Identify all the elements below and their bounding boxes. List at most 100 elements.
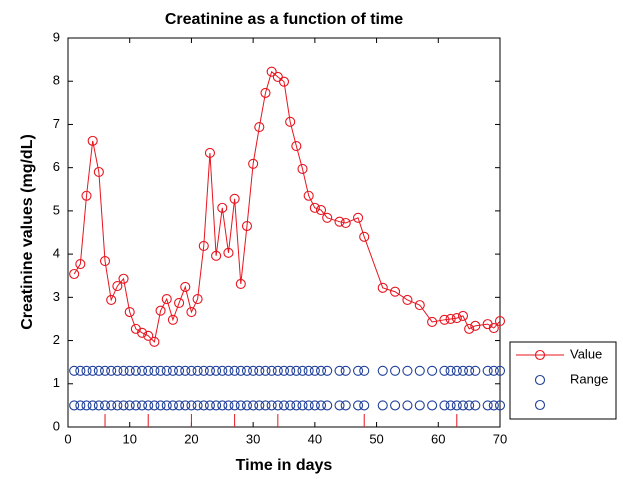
legend-marker — [534, 349, 546, 361]
data-point — [229, 193, 240, 204]
data-point — [241, 365, 253, 376]
legend-label: Range — [570, 371, 608, 386]
y-axis-label: Creatinine values (mg/dL) — [19, 134, 36, 330]
data-point — [99, 400, 111, 411]
data-point — [130, 365, 141, 376]
data-point — [303, 190, 314, 201]
data-point — [390, 365, 401, 376]
x-axis-label: Time in days — [236, 457, 333, 474]
data-point — [130, 400, 141, 411]
data-point — [198, 365, 209, 376]
data-point — [266, 66, 277, 77]
data-point — [377, 400, 388, 411]
data-point — [87, 135, 98, 146]
data-point — [167, 400, 178, 411]
data-point — [167, 314, 178, 325]
data-point — [303, 400, 314, 411]
data-point — [155, 400, 166, 411]
data-point — [254, 121, 265, 133]
data-point — [297, 163, 308, 175]
data-point — [303, 365, 314, 376]
data-point — [353, 400, 364, 411]
data-point — [211, 365, 222, 376]
y-tick-label: 2 — [53, 332, 60, 347]
data-point — [204, 147, 215, 159]
data-point — [192, 365, 203, 376]
data-point — [161, 365, 172, 376]
legend-marker — [534, 374, 546, 386]
data-point — [297, 400, 308, 411]
data-point — [69, 268, 80, 280]
data-point — [488, 365, 499, 376]
x-tick-label: 40 — [308, 431, 322, 446]
data-point — [223, 365, 234, 376]
data-point — [260, 87, 271, 98]
data-point — [81, 365, 92, 376]
data-point — [143, 400, 154, 411]
data-point — [457, 310, 469, 321]
data-point — [124, 365, 135, 376]
data-point — [137, 365, 148, 376]
data-point — [315, 400, 327, 411]
data-point — [278, 76, 290, 87]
data-point — [359, 400, 370, 411]
data-point — [488, 400, 499, 411]
data-point — [241, 220, 253, 232]
data-point — [180, 281, 191, 293]
data-point — [229, 400, 240, 411]
data-point — [272, 400, 283, 411]
data-point — [445, 400, 456, 411]
data-point — [99, 255, 111, 267]
data-point — [75, 365, 86, 376]
data-point — [112, 281, 123, 292]
data-point — [315, 365, 327, 376]
data-point — [278, 365, 290, 376]
data-point — [402, 400, 413, 411]
data-point — [217, 202, 228, 213]
data-point — [211, 250, 222, 261]
data-point — [464, 400, 475, 411]
data-point — [260, 400, 271, 411]
x-tick-label: 60 — [431, 431, 445, 446]
data-point — [451, 365, 462, 376]
data-point — [439, 400, 450, 411]
data-point — [198, 400, 209, 411]
data-point — [137, 327, 148, 338]
legend-marker — [534, 399, 546, 411]
y-tick-label: 5 — [53, 202, 60, 217]
data-point — [143, 365, 154, 376]
data-point — [359, 365, 370, 376]
data-point — [106, 294, 117, 305]
data-point — [334, 216, 345, 227]
data-point — [248, 400, 259, 411]
data-point — [186, 400, 197, 411]
data-point — [322, 400, 333, 411]
data-point — [260, 365, 271, 376]
data-point — [149, 400, 160, 411]
y-tick-label: 3 — [53, 289, 60, 304]
data-point — [285, 400, 296, 411]
x-tick-label: 70 — [493, 431, 507, 446]
data-point — [124, 400, 135, 411]
data-point — [266, 365, 277, 376]
data-point — [192, 294, 203, 305]
y-tick-label: 1 — [53, 375, 60, 390]
series-line — [73, 70, 501, 343]
data-point — [87, 400, 98, 411]
data-point — [204, 400, 215, 411]
data-point — [106, 365, 117, 376]
data-point — [137, 400, 148, 411]
data-point — [223, 400, 234, 411]
x-tick-label: 50 — [369, 431, 383, 446]
data-point — [340, 400, 351, 411]
data-point — [211, 400, 222, 411]
data-point — [445, 365, 456, 376]
data-point — [106, 400, 117, 411]
data-point — [291, 365, 302, 376]
data-point — [291, 400, 302, 411]
data-point — [81, 190, 92, 201]
data-point — [155, 305, 166, 316]
data-point — [124, 306, 135, 318]
data-point — [235, 365, 246, 376]
